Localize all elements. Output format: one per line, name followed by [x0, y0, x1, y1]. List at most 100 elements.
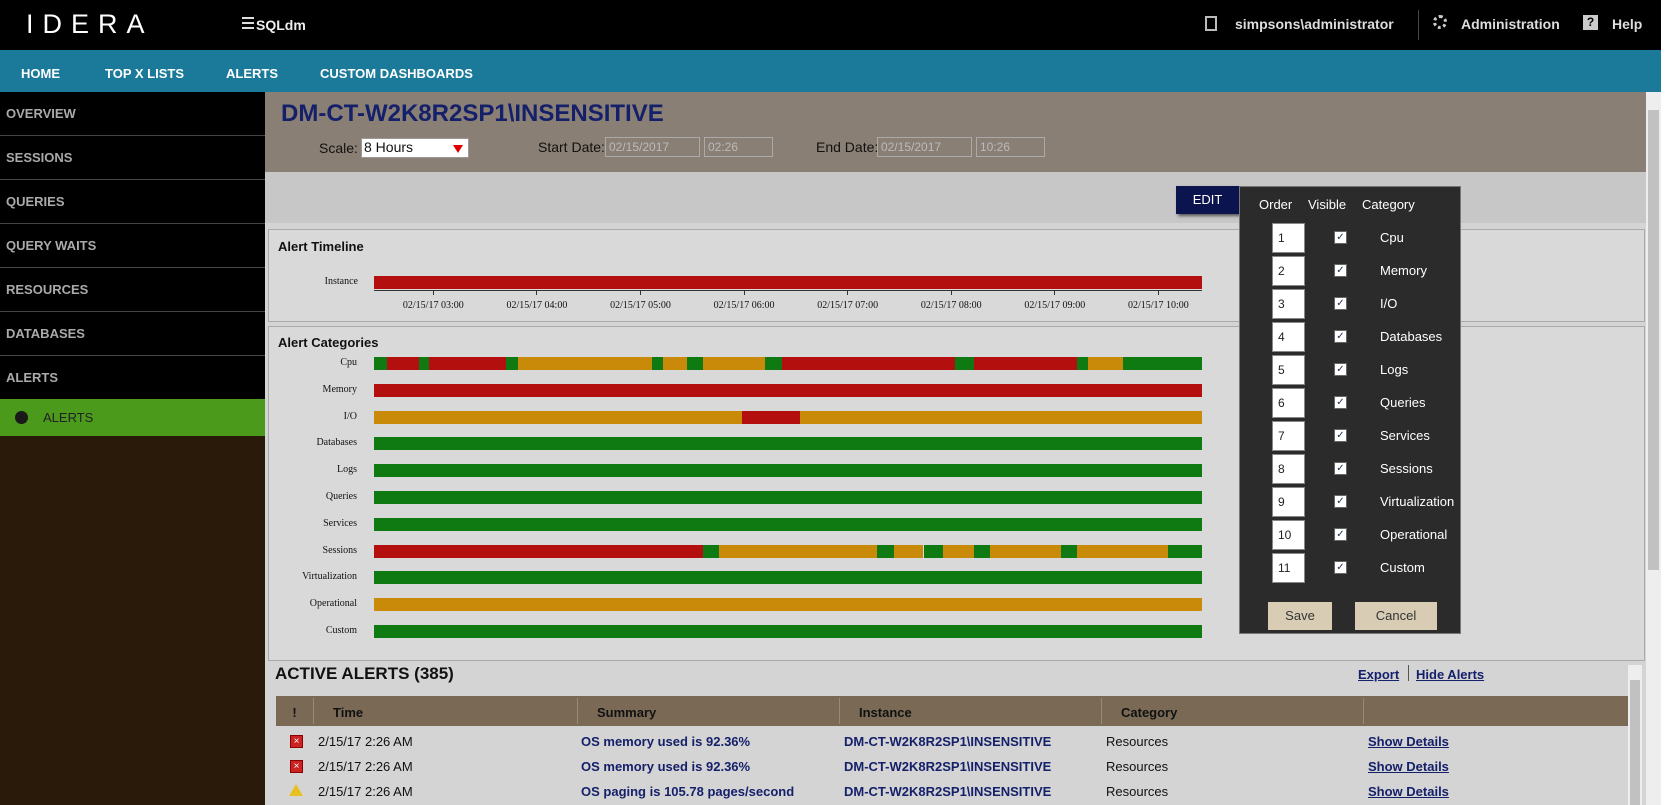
- visible-checkbox[interactable]: ✓: [1334, 330, 1347, 343]
- visible-checkbox[interactable]: ✓: [1334, 462, 1347, 475]
- alert-category: Resources: [1106, 734, 1169, 749]
- column-divider: [577, 698, 578, 724]
- user[interactable]: simpsons\administrator: [1235, 16, 1394, 32]
- sidebar-item[interactable]: [0, 92, 265, 136]
- alert-summary[interactable]: OS paging is 105.78 pages/second: [581, 784, 795, 799]
- status-segment: [782, 357, 955, 370]
- order-input[interactable]: 4: [1272, 322, 1305, 352]
- alert-summary[interactable]: OS memory used is 92.36%: [581, 759, 751, 774]
- sidebar-label[interactable]: RESOURCES: [6, 282, 89, 297]
- tick-label: 02/15/17 10:00: [1127, 300, 1189, 311]
- visible-checkbox[interactable]: ✓: [1334, 429, 1347, 442]
- alert-time: 2/15/17 2:26 AM: [318, 734, 413, 749]
- status-segment: [374, 464, 1202, 478]
- order-input[interactable]: 3: [1272, 289, 1305, 319]
- date-input[interactable]: 02/15/2017: [877, 137, 972, 157]
- status-segment: [686, 357, 703, 370]
- status-segment: [374, 491, 1202, 504]
- date-label: Start Date:: [538, 139, 605, 155]
- sidebar-item[interactable]: [0, 268, 265, 312]
- details-link[interactable]: Show Details: [1368, 734, 1449, 749]
- details-link[interactable]: Show Details: [1368, 759, 1449, 774]
- alert-instance[interactable]: DM-CT-W2K8R2SP1\INSENSITIVE: [844, 759, 1052, 774]
- visible-checkbox[interactable]: ✓: [1334, 561, 1347, 574]
- product[interactable]: SQLdm: [256, 17, 306, 33]
- status-segment: [954, 357, 974, 370]
- status-segment: [374, 410, 743, 424]
- export-link[interactable]: Export: [1358, 667, 1400, 682]
- status-segment: [877, 544, 894, 558]
- sidebar-active-label[interactable]: ALERTS: [43, 410, 94, 425]
- menu-icon[interactable]: [242, 17, 254, 19]
- sidebar-item[interactable]: [0, 356, 265, 400]
- alerts-title: ACTIVE ALERTS (385): [275, 664, 454, 683]
- edit-button[interactable]: EDIT: [1176, 186, 1239, 214]
- instance-header: [265, 92, 1646, 172]
- alert-summary[interactable]: OS memory used is 92.36%: [581, 734, 751, 749]
- nav-item[interactable]: HOME: [21, 66, 60, 81]
- order-input[interactable]: 1: [1272, 223, 1305, 253]
- order-input[interactable]: 7: [1272, 421, 1305, 451]
- sidebar-label[interactable]: QUERY WAITS: [6, 238, 97, 253]
- scrollbar-thumb[interactable]: [1648, 110, 1659, 570]
- status-segment: [374, 625, 1202, 638]
- status-segment: [1076, 544, 1168, 558]
- status-segment: [374, 383, 1202, 397]
- details-link[interactable]: Show Details: [1368, 784, 1449, 799]
- order-input[interactable]: 11: [1272, 553, 1305, 583]
- category-name: Custom: [1380, 560, 1425, 575]
- sidebar-item[interactable]: [0, 136, 265, 180]
- status-segment: [800, 410, 1202, 424]
- order-input[interactable]: 10: [1272, 520, 1305, 550]
- scale-select[interactable]: 8 Hours: [361, 138, 469, 158]
- status-segment: [989, 544, 1061, 558]
- visible-checkbox[interactable]: ✓: [1334, 528, 1347, 541]
- status-segment: [702, 544, 719, 558]
- status-segment: [1076, 357, 1089, 370]
- alert-instance[interactable]: DM-CT-W2K8R2SP1\INSENSITIVE: [844, 784, 1052, 799]
- sidebar-label[interactable]: ALERTS: [6, 370, 58, 385]
- column-header[interactable]: Instance: [859, 705, 912, 720]
- order-input[interactable]: 5: [1272, 355, 1305, 385]
- sidebar-item[interactable]: [0, 224, 265, 268]
- sidebar-active[interactable]: [0, 399, 265, 436]
- hide-link[interactable]: Hide Alerts: [1416, 667, 1485, 682]
- status-segment: [374, 571, 1202, 585]
- visible-checkbox[interactable]: ✓: [1334, 231, 1347, 244]
- cancel-button[interactable]: Cancel: [1355, 602, 1437, 630]
- sidebar-item[interactable]: [0, 312, 265, 356]
- order-input[interactable]: 8: [1272, 454, 1305, 484]
- sidebar-item[interactable]: [0, 180, 265, 224]
- order-input[interactable]: 6: [1272, 388, 1305, 418]
- status-segment: [505, 357, 518, 370]
- help[interactable]: Help: [1612, 16, 1643, 32]
- time-input[interactable]: 02:26: [704, 137, 773, 157]
- column-divider: [1363, 698, 1364, 724]
- column-header[interactable]: Category: [1121, 705, 1178, 720]
- sidebar-label[interactable]: OVERVIEW: [6, 106, 76, 121]
- visible-checkbox[interactable]: ✓: [1334, 264, 1347, 277]
- time-input[interactable]: 10:26: [976, 137, 1045, 157]
- save-button[interactable]: Save: [1268, 602, 1332, 630]
- nav-item[interactable]: CUSTOM DASHBOARDS: [320, 66, 473, 81]
- admin[interactable]: Administration: [1461, 16, 1560, 32]
- visible-checkbox[interactable]: ✓: [1334, 495, 1347, 508]
- date-input[interactable]: 02/15/2017: [605, 137, 700, 157]
- nav-item[interactable]: ALERTS: [226, 66, 278, 81]
- alerts-scrollbar-thumb[interactable]: [1630, 680, 1640, 805]
- nav-item[interactable]: TOP X LISTS: [105, 66, 184, 81]
- sidebar-label[interactable]: SESSIONS: [6, 150, 73, 165]
- order-input[interactable]: 2: [1272, 256, 1305, 286]
- sidebar-label[interactable]: QUERIES: [6, 194, 65, 209]
- column-header[interactable]: !: [292, 705, 297, 720]
- visible-checkbox[interactable]: ✓: [1334, 396, 1347, 409]
- column-header[interactable]: Time: [333, 705, 364, 720]
- order-input[interactable]: 9: [1272, 487, 1305, 517]
- column-header[interactable]: Summary: [597, 705, 657, 720]
- tick-mark: [950, 290, 952, 295]
- visible-checkbox[interactable]: ✓: [1334, 363, 1347, 376]
- visible-checkbox[interactable]: ✓: [1334, 297, 1347, 310]
- alert-instance[interactable]: DM-CT-W2K8R2SP1\INSENSITIVE: [844, 734, 1052, 749]
- sidebar-label[interactable]: DATABASES: [6, 326, 85, 341]
